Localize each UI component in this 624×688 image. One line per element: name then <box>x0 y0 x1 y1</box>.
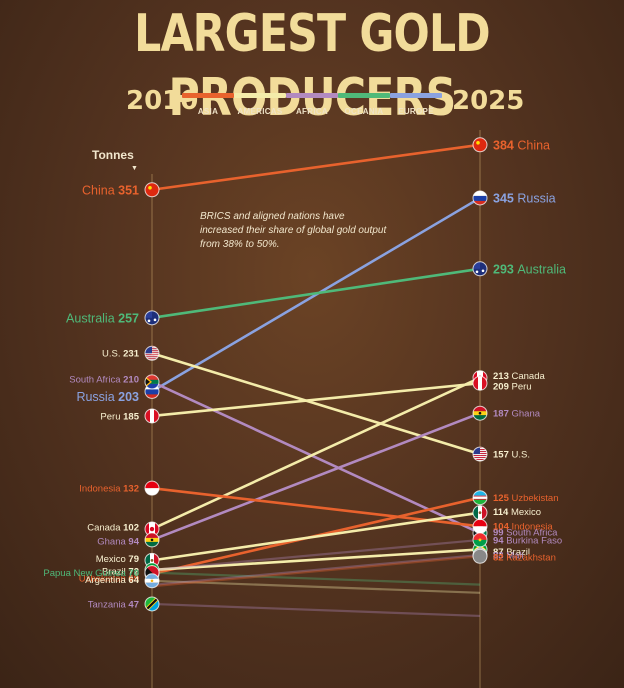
value-label-2025-burkina-faso: 94 Burkina Faso <box>493 535 562 546</box>
value-label-2025-russia: 345 Russia <box>493 191 556 205</box>
peru-flag-icon <box>144 408 160 424</box>
legend-swatch <box>338 93 390 98</box>
mexico-flag-icon <box>472 505 488 521</box>
value-label-2010-canada: Canada 102 <box>87 522 139 533</box>
value-label-2010-peru: Peru 185 <box>100 411 139 422</box>
year-start-label: 2010 <box>126 86 199 116</box>
value-labels: China 351 384 China Russia 203 345 Russia Au… <box>43 138 566 610</box>
value-label-2010-uzbekistan: Uzbekistan 69 <box>79 573 139 584</box>
legend-item-oceania: OCEANIA <box>338 93 390 123</box>
line-burkina-faso <box>151 538 481 572</box>
value-label-2025-south-africa: 99 South Africa <box>493 528 558 539</box>
line-canada <box>150 376 482 531</box>
line-tanzania <box>151 602 481 618</box>
kazakhstan-flag-icon <box>472 548 488 564</box>
legend-swatch <box>286 93 338 98</box>
uzbekistan-flag-icon <box>472 490 488 506</box>
legend-label: AMERICAS <box>237 107 283 116</box>
line-peru <box>150 381 482 418</box>
value-label-2025-u-s: 157 U.S. <box>493 450 530 461</box>
value-label-2025-peru: 209 Peru <box>493 382 532 393</box>
value-label-2025-indonesia: 104 Indonesia <box>493 522 553 533</box>
value-label-2010-brazil: Brazil 72 <box>102 566 139 577</box>
legend-item-africa: AFRICA <box>286 93 338 123</box>
value-label-2010-ghana: Ghana 94 <box>97 536 139 547</box>
legend-item-americas: AMERICAS <box>234 93 286 123</box>
value-label-2010-u-s: U.S. 231 <box>102 349 140 360</box>
value-label-2025-mexico: 114 Mexico <box>493 507 541 518</box>
value-label-2010-argentina: Argentina 64 <box>85 575 140 586</box>
value-label-2025-kazakhstan: 82 Kazakhstan <box>493 553 556 564</box>
legend-label: ASIA <box>197 107 219 116</box>
australia-flag-icon <box>144 310 160 326</box>
line-russia <box>150 196 482 393</box>
line-south-africa <box>150 380 482 535</box>
australia-flag-icon <box>472 261 488 277</box>
legend-label: OCEANIA <box>344 107 384 116</box>
unit-arrow-icon: ▼ <box>131 165 138 172</box>
value-label-2025-mali: 83 Mali <box>493 550 524 561</box>
slope-lines <box>150 143 482 618</box>
value-label-2025-ghana: 187 Ghana <box>493 409 541 420</box>
year-end-label: 2025 <box>452 86 525 116</box>
canada-flag-icon <box>144 521 160 537</box>
value-label-2025-uzbekistan: 125 Uzbekistan <box>493 493 559 504</box>
indonesia-flag-icon <box>144 480 160 496</box>
chart-note: BRICS and aligned nations have increased… <box>200 211 387 250</box>
legend-swatch <box>182 93 234 98</box>
line-australia <box>150 267 482 320</box>
ghana-flag-icon <box>472 405 488 421</box>
legend-swatch <box>234 93 286 98</box>
argentina-flag-icon <box>144 573 160 589</box>
value-label-2010-papua-new-guinea: Papua New Guinea 70 <box>43 568 139 579</box>
line-brazil <box>150 548 482 572</box>
value-label-2010-tanzania: Tanzania 47 <box>88 599 139 610</box>
value-label-2010-indonesia: Indonesia 132 <box>79 484 139 495</box>
us-flag-icon <box>144 345 160 361</box>
unit-label: Tonnes <box>92 148 134 162</box>
legend-item-europe: EUROPE <box>390 93 442 123</box>
legend-item-asia: ASIA <box>182 93 234 123</box>
value-label-2025-canada: 213 Canada <box>493 371 545 382</box>
legend-label: EUROPE <box>398 107 434 116</box>
line-mali <box>151 553 481 587</box>
legend-swatch <box>390 93 442 98</box>
value-label-2010-south-africa: South Africa 210 <box>69 374 139 385</box>
line-argentina <box>151 579 481 594</box>
value-label-2025-australia: 293 Australia <box>493 262 566 276</box>
line-papua-new-guinea <box>151 571 481 586</box>
indonesia-flag-icon <box>472 518 488 534</box>
burkina-faso-flag-icon <box>472 532 488 548</box>
legend-label: AFRICA <box>295 107 329 116</box>
line-u-s <box>150 351 482 456</box>
line-mexico <box>150 511 482 562</box>
line-ghana <box>150 411 482 542</box>
line-china <box>150 143 482 192</box>
value-label-2010-china: China 351 <box>82 183 139 197</box>
peru-flag-icon <box>472 375 488 391</box>
tanzania-flag-icon <box>144 596 160 612</box>
value-label-2010-russia: Russia 203 <box>76 390 139 404</box>
line-kazakhstan <box>151 555 481 588</box>
south-africa-flag-icon <box>144 374 160 390</box>
value-label-2025-brazil: 87 Brazil <box>493 547 530 558</box>
ghana-flag-icon <box>144 532 160 548</box>
china-flag-icon <box>472 137 488 153</box>
chart-title: LARGEST GOLD PRODUCERS <box>134 4 491 128</box>
russia-flag-icon <box>472 190 488 206</box>
flag-markers <box>144 137 488 612</box>
value-label-2010-mexico: Mexico 79 <box>96 554 139 565</box>
value-label-2010-australia: Australia 257 <box>66 311 139 325</box>
us-flag-icon <box>472 446 488 462</box>
value-label-2025-china: 384 China <box>493 138 550 152</box>
china-flag-icon <box>144 182 160 198</box>
